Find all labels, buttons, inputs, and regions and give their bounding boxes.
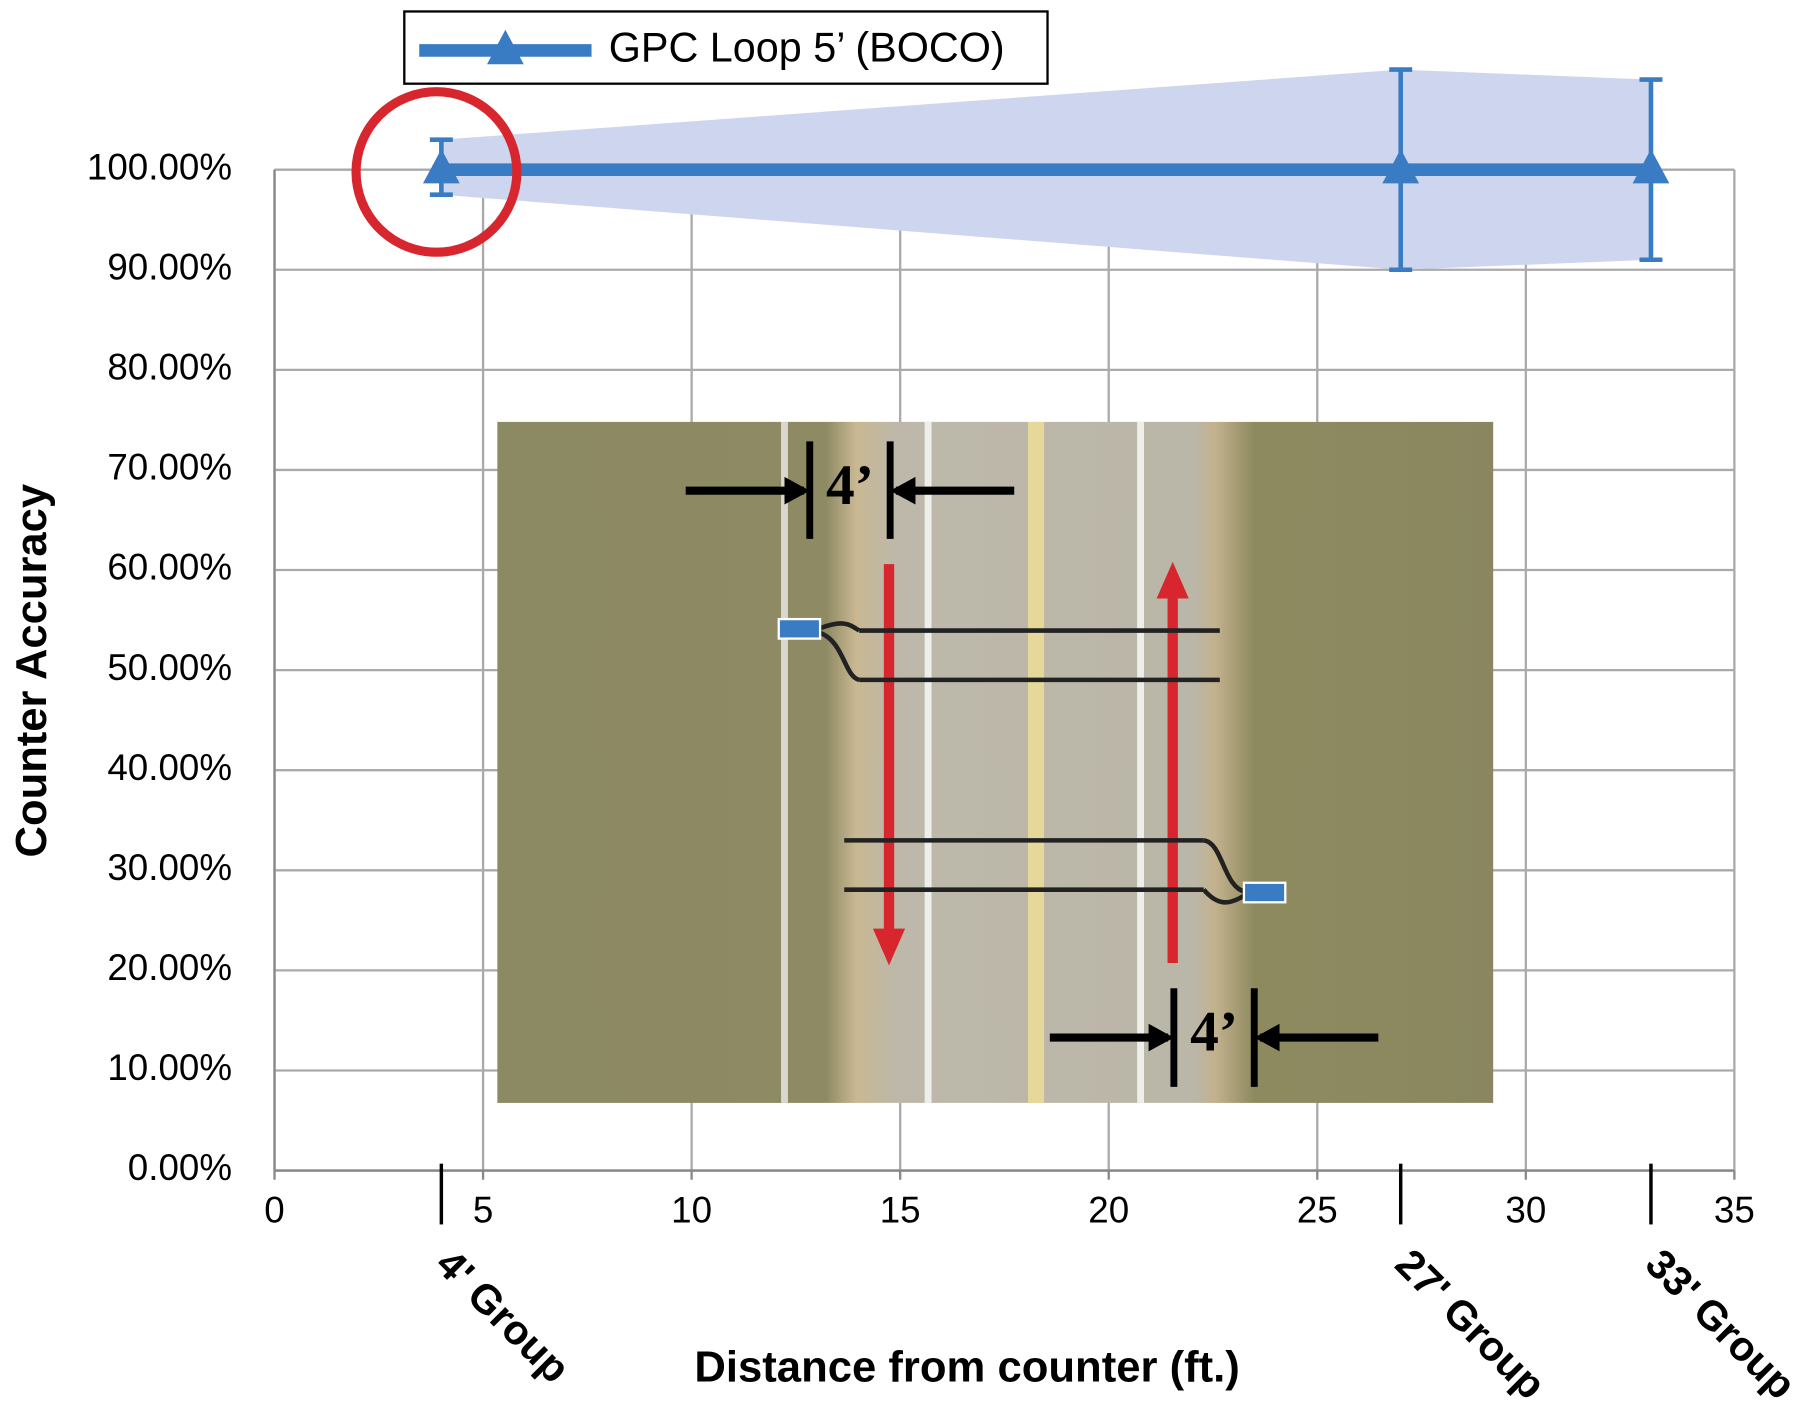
arrow-head (890, 476, 916, 505)
highlight-circle (351, 87, 522, 257)
y-tick-label: 90.00% (107, 246, 232, 287)
y-tick-label: 100.00% (87, 146, 232, 187)
marker (422, 149, 460, 184)
y-tick-label: 80.00% (107, 347, 232, 388)
sensor-tubes (819, 621, 1248, 905)
road-line (1137, 421, 1145, 1103)
y-tick-label: 40.00% (107, 747, 232, 788)
x-tick-label: 20 (1088, 1190, 1129, 1231)
x-tick-label: 25 (1297, 1190, 1338, 1231)
y-tick-label: 70.00% (107, 447, 232, 488)
marker (1632, 149, 1670, 184)
x-tick-label: 15 (880, 1190, 921, 1231)
y-tick-label: 20.00% (107, 947, 232, 988)
x-tick-label: 30 (1505, 1190, 1546, 1231)
arrow-head (1148, 1023, 1174, 1052)
legend-marker (487, 29, 524, 65)
counter-box (777, 617, 822, 640)
arrow-head (1156, 561, 1189, 599)
marker (1382, 149, 1420, 184)
x-tick-label: 5 (473, 1190, 493, 1231)
photo-background (497, 421, 1494, 1103)
group-label: 33' Group (1637, 1240, 1801, 1401)
inset-label: 4’ (1190, 1001, 1238, 1064)
road-line (1027, 421, 1045, 1103)
arrow-head (784, 476, 810, 505)
road-line (924, 421, 932, 1103)
y-tick-label: 0.00% (128, 1147, 232, 1188)
road-line (781, 421, 788, 1103)
counter-box (1242, 881, 1287, 904)
y-tick-label: 10.00% (107, 1047, 232, 1088)
x-tick-label: 10 (671, 1190, 712, 1231)
arrow-head (872, 928, 906, 966)
y-tick-label: 30.00% (107, 847, 232, 888)
y-tick-label: 60.00% (107, 547, 232, 588)
arrow-head (1254, 1023, 1280, 1052)
x-axis-title: Distance from counter (ft.) (694, 1344, 1239, 1392)
y-tick-label: 50.00% (107, 647, 232, 688)
plot (422, 67, 1670, 273)
legend-label: GPC Loop 5’ (BOCO) (609, 24, 1005, 70)
group-label: 27' Group (1387, 1240, 1555, 1401)
inset-photo: 4’ 4’ (497, 421, 1494, 1103)
x-tick-label: 0 (264, 1190, 284, 1231)
y-axis-title: Counter Accuracy (8, 483, 56, 857)
group-label: 4' Group (427, 1240, 579, 1391)
x-tick-label: 35 (1714, 1190, 1755, 1231)
inset-label: 4’ (826, 454, 874, 517)
